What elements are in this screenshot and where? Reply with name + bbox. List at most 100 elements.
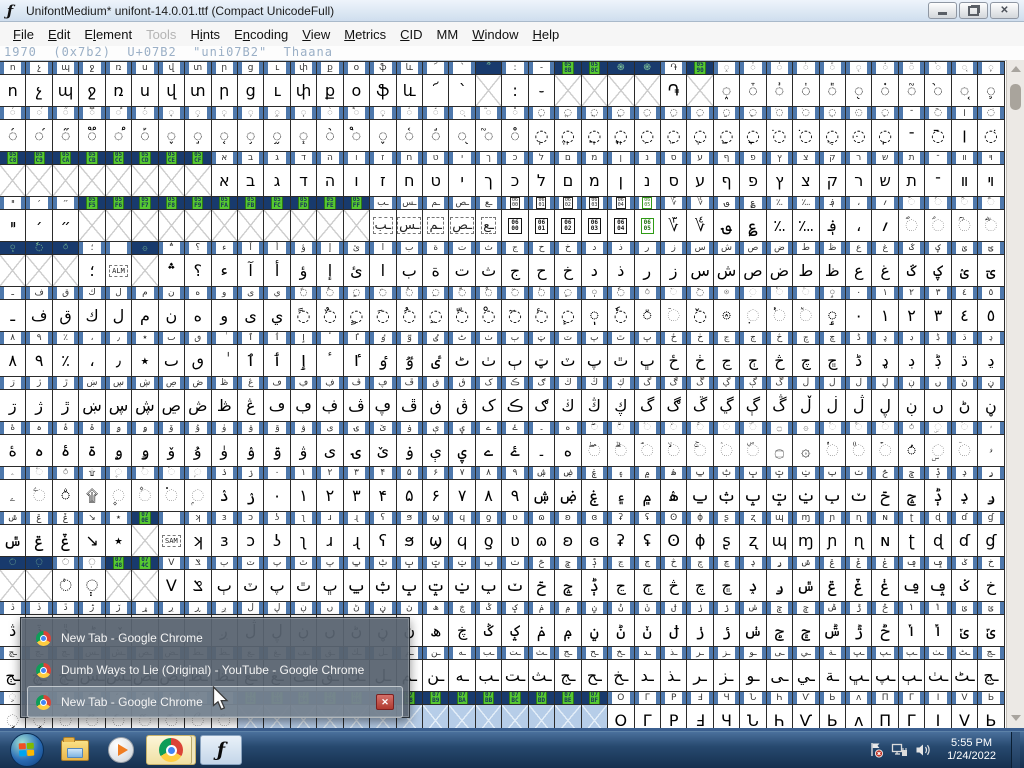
glyph-cell[interactable]: ◌֥ ◌֥ <box>237 106 265 151</box>
glyph-cell[interactable]: ـى ـى <box>766 646 794 691</box>
glyph-cell[interactable]: 05 CE <box>158 151 186 196</box>
menu-cid[interactable]: CID <box>400 26 423 42</box>
glyph-cell[interactable]: 05 C8 <box>0 151 27 196</box>
glyph-cell[interactable]: 07 48 <box>105 556 133 601</box>
glyph-grid[interactable]: ո ո չ չ պ պ ջ ջ ռ ռ ս ս վ վ տ տ ր ր ց ց ւ ւ փ փ ք ք օ օ ֆ ֆ և և ՜ ՜ ՝ ՝ ՞:: ֊… <box>0 60 1006 729</box>
glyph-cell[interactable]: ۔ ۔ <box>528 421 556 466</box>
glyph-cell[interactable]: ◌ֶ ◌ֶ <box>687 106 714 151</box>
glyph-cell[interactable]: 05 C9 <box>26 151 53 196</box>
menu-hints[interactable]: Hints <box>190 26 221 42</box>
glyph-cell[interactable]: ؆ ؆ <box>660 196 688 241</box>
glyph-cell[interactable]: ՞ <box>475 61 503 106</box>
glyph-cell[interactable]: ؟ ؟ <box>185 241 212 286</box>
glyph-cell[interactable]: 07 BF <box>581 691 609 729</box>
glyph-cell[interactable]: ֊ ֊ <box>528 61 556 106</box>
glyph-cell[interactable]: ◌ۚ ◌ۚ <box>687 421 714 466</box>
glyph-cell[interactable]: ـو ـو <box>740 646 767 691</box>
glyph-cell[interactable]: ◌֫ ◌֫ <box>396 106 423 151</box>
close-preview-button[interactable]: ✕ <box>376 694 394 710</box>
glyph-cell[interactable]: ۩ ۩ <box>79 466 106 511</box>
glyph-cell[interactable]: ◌ۡ ◌ۡ <box>872 421 899 466</box>
taskbar-explorer-button[interactable] <box>54 735 96 765</box>
glyph-cell[interactable]: ٭ ٭ <box>132 331 159 376</box>
glyph-cell[interactable]: ؛ ؛ <box>79 241 106 286</box>
glyph-cell[interactable]: ـي ـي <box>793 646 820 691</box>
glyph-cell[interactable]: 05 F7 <box>132 196 159 241</box>
glyph-cell[interactable]: ◌֮ ◌֮ <box>475 106 503 151</box>
glyph-cell[interactable]: ״ ״ <box>52 196 80 241</box>
glyph-cell[interactable]: ـذ ـذ <box>660 646 688 691</box>
glyph-cell[interactable]: ALM <box>105 241 133 286</box>
glyph-cell[interactable]: ◌ِ ◌ِ <box>423 286 450 331</box>
glyph-cell[interactable]: 05 FD <box>290 196 318 241</box>
glyph-cell[interactable]: ـب ـب <box>475 646 503 691</box>
glyph-cell[interactable]: ـر ـر <box>687 646 714 691</box>
glyph-cell[interactable]: ◌ٓ ◌ٓ <box>502 286 529 331</box>
menu-file[interactable]: File <box>13 26 34 42</box>
